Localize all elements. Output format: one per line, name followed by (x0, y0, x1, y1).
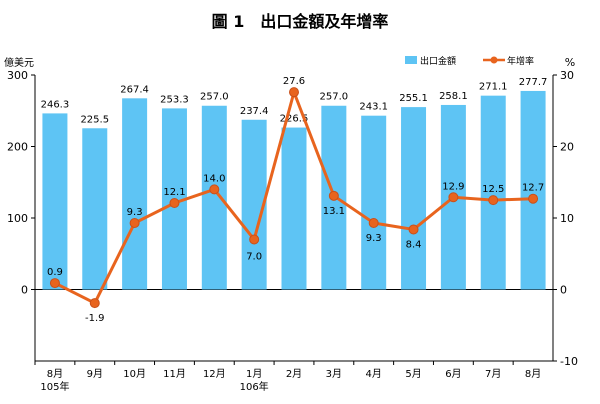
line-value-label: 7.0 (246, 251, 262, 262)
left-tick-label: 300 (7, 69, 28, 82)
bar (82, 128, 108, 290)
line-value-label: 0.9 (47, 267, 63, 278)
x-tick-label: 4月 (366, 368, 382, 380)
line-point (249, 234, 260, 245)
x-tick-label: 2月 (286, 368, 302, 380)
bar (201, 105, 227, 290)
bar-value-label: 225.5 (80, 114, 109, 125)
line-point (408, 224, 419, 235)
line-value-label: 9.3 (366, 233, 382, 244)
line-value-label: 12.5 (482, 184, 504, 195)
line-value-label: 12.1 (163, 187, 185, 198)
x-tick-label: 12月 (203, 368, 226, 380)
bar-value-label: 255.1 (399, 93, 428, 104)
line-point (89, 298, 100, 309)
x-tick-label: 11月 (163, 368, 186, 380)
left-axis-unit: 億美元 (4, 56, 34, 69)
bar (520, 90, 546, 290)
bar (42, 113, 68, 290)
right-tick-label: 10 (560, 212, 574, 225)
bar-value-label: 246.3 (41, 99, 70, 110)
x-tick-label: 7月 (485, 368, 501, 380)
line-point (129, 218, 140, 229)
right-tick-label: 0 (560, 284, 567, 297)
line-point (448, 192, 459, 203)
line-value-label: 27.6 (283, 76, 305, 87)
bar-value-label: 226.5 (280, 114, 309, 125)
line-point (488, 195, 499, 206)
bar-value-label: 267.4 (120, 84, 149, 95)
bar-value-label: 257.0 (320, 92, 349, 103)
line-point (169, 197, 180, 208)
x-tick-label: 8月 (47, 368, 63, 380)
x-tick-label: 106年 (240, 380, 269, 393)
line-point (49, 278, 60, 289)
line-value-label: 14.0 (203, 173, 225, 184)
bar (281, 127, 307, 290)
line-point (528, 193, 539, 204)
legend-line-label: 年增率 (507, 55, 534, 67)
legend-line-marker (490, 56, 498, 64)
x-tick-label: 6月 (445, 368, 461, 380)
right-tick-label: -10 (560, 355, 578, 368)
line-point (368, 218, 379, 229)
legend-bar-swatch (405, 56, 417, 64)
right-tick-label: 20 (560, 141, 574, 154)
x-tick-label: 9月 (87, 368, 103, 380)
line-value-label: -1.9 (85, 313, 105, 324)
bar (401, 107, 427, 290)
bar-value-label: 271.1 (479, 82, 508, 93)
bar-value-label: 243.1 (359, 102, 388, 113)
left-tick-label: 0 (21, 284, 28, 297)
bar-value-label: 257.0 (200, 92, 229, 103)
x-tick-label: 5月 (405, 368, 421, 380)
line-value-label: 8.4 (406, 239, 422, 250)
line-value-label: 13.1 (323, 206, 345, 217)
chart-title: 圖 1 出口金額及年增率 (212, 12, 389, 31)
bar-value-label: 258.1 (439, 91, 468, 102)
line-point (328, 190, 339, 201)
x-tick-label: 10月 (123, 368, 146, 380)
x-tick-label: 1月 (246, 368, 262, 380)
legend-bar-label: 出口金額 (420, 55, 456, 67)
line-point (289, 87, 299, 98)
right-axis-unit: % (565, 56, 575, 69)
x-tick-label: 105年 (40, 380, 69, 393)
bar (480, 95, 506, 290)
bar-value-label: 277.7 (519, 77, 548, 88)
left-tick-label: 200 (7, 141, 28, 154)
line-value-label: 12.7 (522, 183, 544, 194)
x-tick-label: 3月 (326, 368, 342, 380)
bar-value-label: 237.4 (240, 106, 269, 117)
x-tick-label: 8月 (525, 368, 541, 380)
left-tick-label: 100 (7, 212, 28, 225)
line-value-label: 9.3 (127, 207, 143, 218)
right-tick-label: 30 (560, 69, 574, 82)
line-point (209, 184, 220, 195)
bar (361, 115, 387, 290)
bar-value-label: 253.3 (160, 94, 189, 105)
line-value-label: 12.9 (442, 181, 464, 192)
bar (122, 98, 148, 290)
